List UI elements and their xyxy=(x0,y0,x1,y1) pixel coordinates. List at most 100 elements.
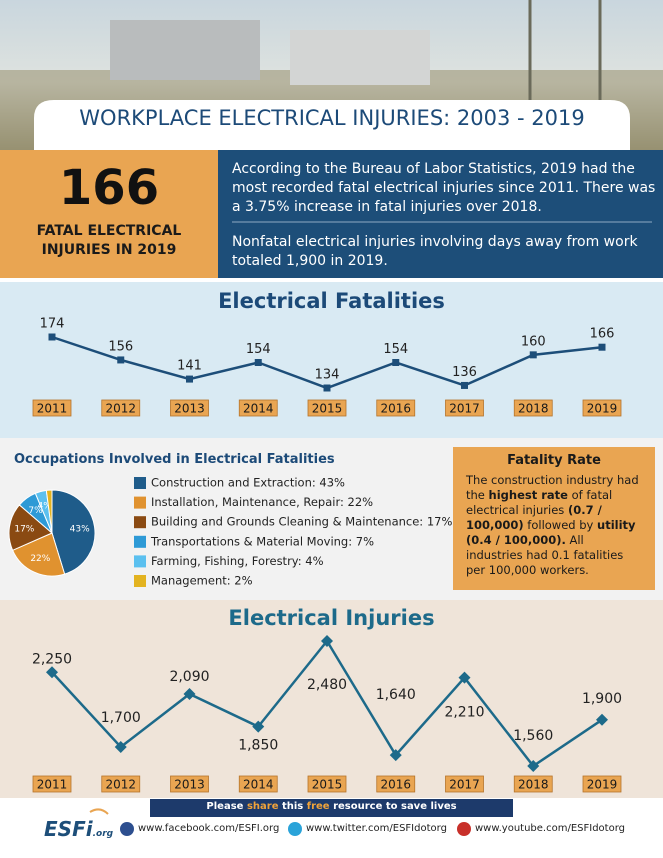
point xyxy=(48,333,56,341)
slice-label: 17% xyxy=(14,524,34,534)
x-tick-label: 2012 xyxy=(105,402,136,416)
year-box xyxy=(170,775,209,793)
x-tick-label: 2011 xyxy=(37,402,68,416)
logo-text: ESFi xyxy=(44,817,93,841)
summary-paragraph: Nonfatal electrical injuries involving d… xyxy=(232,234,638,269)
data-label: 2,210 xyxy=(444,705,484,721)
x-tick-label: 2015 xyxy=(312,402,343,416)
x-tick-label: 2014 xyxy=(243,778,274,792)
year-box xyxy=(32,775,72,793)
highlight-label: FATAL ELECTRICAL INJURIES IN 2019 xyxy=(36,223,182,258)
pie-slice xyxy=(8,504,53,551)
x-tick-label: 2018 xyxy=(518,778,549,792)
point xyxy=(529,351,537,359)
data-label: 141 xyxy=(177,359,202,374)
x-tick-label: 2012 xyxy=(105,778,136,792)
x-tick-label: 2013 xyxy=(174,778,205,792)
year-box xyxy=(376,399,416,417)
year-box xyxy=(445,775,484,793)
point xyxy=(458,671,471,684)
summary-paragraph: According to the Bureau of Labor Statist… xyxy=(232,161,656,215)
point xyxy=(527,760,540,772)
data-label: 1,700 xyxy=(101,710,141,726)
title-box xyxy=(34,100,630,150)
footer-banner-text: Please share this free resource to save … xyxy=(150,801,513,812)
point xyxy=(252,720,265,733)
year-box xyxy=(307,775,347,793)
data-label: 2,090 xyxy=(169,669,209,685)
point xyxy=(323,384,331,392)
injuries-section xyxy=(0,600,663,798)
x-tick-label: 2017 xyxy=(449,778,480,792)
slice-label: 43% xyxy=(70,524,90,534)
rate-title: Fatality Rate xyxy=(507,453,601,468)
slice-label: 7% xyxy=(28,506,43,516)
rate-run: All industries had 0.1 fatalities per 10… xyxy=(466,533,624,577)
chart-title: Electrical Fatalities xyxy=(218,289,445,313)
footer-link[interactable]: www.youtube.com/ESFIdotorg xyxy=(475,823,625,834)
data-label: 174 xyxy=(40,317,65,332)
point xyxy=(598,343,606,351)
logo-arc xyxy=(89,808,109,815)
data-label: 156 xyxy=(108,339,133,354)
logo-suffix: .org xyxy=(92,829,114,839)
rate-run: of fatal electrical injuries xyxy=(466,488,613,517)
point xyxy=(117,356,125,364)
point xyxy=(254,359,262,366)
legend-swatch xyxy=(134,535,146,548)
twitter-icon xyxy=(288,822,302,836)
x-tick-label: 2019 xyxy=(587,778,618,792)
rate-run: utility (0.4 / 100,000). xyxy=(466,518,636,547)
legend-swatch xyxy=(134,477,146,489)
data-label: 166 xyxy=(590,327,615,342)
pie-slice xyxy=(51,489,96,575)
summary-box xyxy=(218,150,663,278)
year-box xyxy=(307,399,347,417)
photo-truck xyxy=(290,30,430,85)
year-box xyxy=(238,399,278,417)
year-box xyxy=(582,399,622,417)
point xyxy=(186,375,193,383)
legend-label: Installation, Maintenance, Repair: 22% xyxy=(151,495,373,509)
year-box xyxy=(582,775,622,793)
rate-run: The construction industry had the xyxy=(466,473,639,502)
highlight-box xyxy=(0,150,218,278)
banner-run: Please xyxy=(206,801,247,812)
point xyxy=(46,666,58,679)
data-label: 1,560 xyxy=(513,728,553,744)
fatality-rate-box xyxy=(453,447,655,590)
footer-link[interactable]: www.twitter.com/ESFIdotorg xyxy=(306,823,447,834)
year-box xyxy=(513,775,553,793)
year-box xyxy=(170,399,209,417)
point xyxy=(321,635,333,647)
x-tick-label: 2017 xyxy=(449,402,480,416)
legend-swatch xyxy=(134,496,146,509)
data-label: 134 xyxy=(315,368,340,383)
legend-label: Construction and Extraction: 43% xyxy=(151,476,345,490)
data-label: 160 xyxy=(521,334,546,349)
data-label: 154 xyxy=(246,342,271,357)
point xyxy=(114,740,127,753)
year-box xyxy=(32,399,72,417)
rate-run: highest rate xyxy=(488,488,568,502)
youtube-icon xyxy=(457,822,471,836)
pie-slice xyxy=(11,532,66,577)
data-label: 1,900 xyxy=(582,691,622,707)
slice-label: 4% xyxy=(38,502,53,512)
highlight-number: 166 xyxy=(58,160,160,216)
point xyxy=(596,713,608,726)
legend-label: Farming, Fishing, Forestry: 4% xyxy=(151,554,324,568)
x-tick-label: 2015 xyxy=(312,778,343,792)
chart-title: Electrical Injuries xyxy=(228,606,435,630)
pie-slice xyxy=(45,489,53,534)
rate-run: followed by xyxy=(523,518,598,532)
banner-run: resource to save lives xyxy=(329,801,457,812)
point xyxy=(389,749,402,762)
data-label: 2,250 xyxy=(32,651,72,667)
legend-label: Building and Grounds Cleaning & Maintena… xyxy=(151,515,452,529)
footer-link[interactable]: www.facebook.com/ESFI.org xyxy=(138,823,280,834)
x-tick-label: 2019 xyxy=(587,402,618,416)
year-box xyxy=(238,775,278,793)
